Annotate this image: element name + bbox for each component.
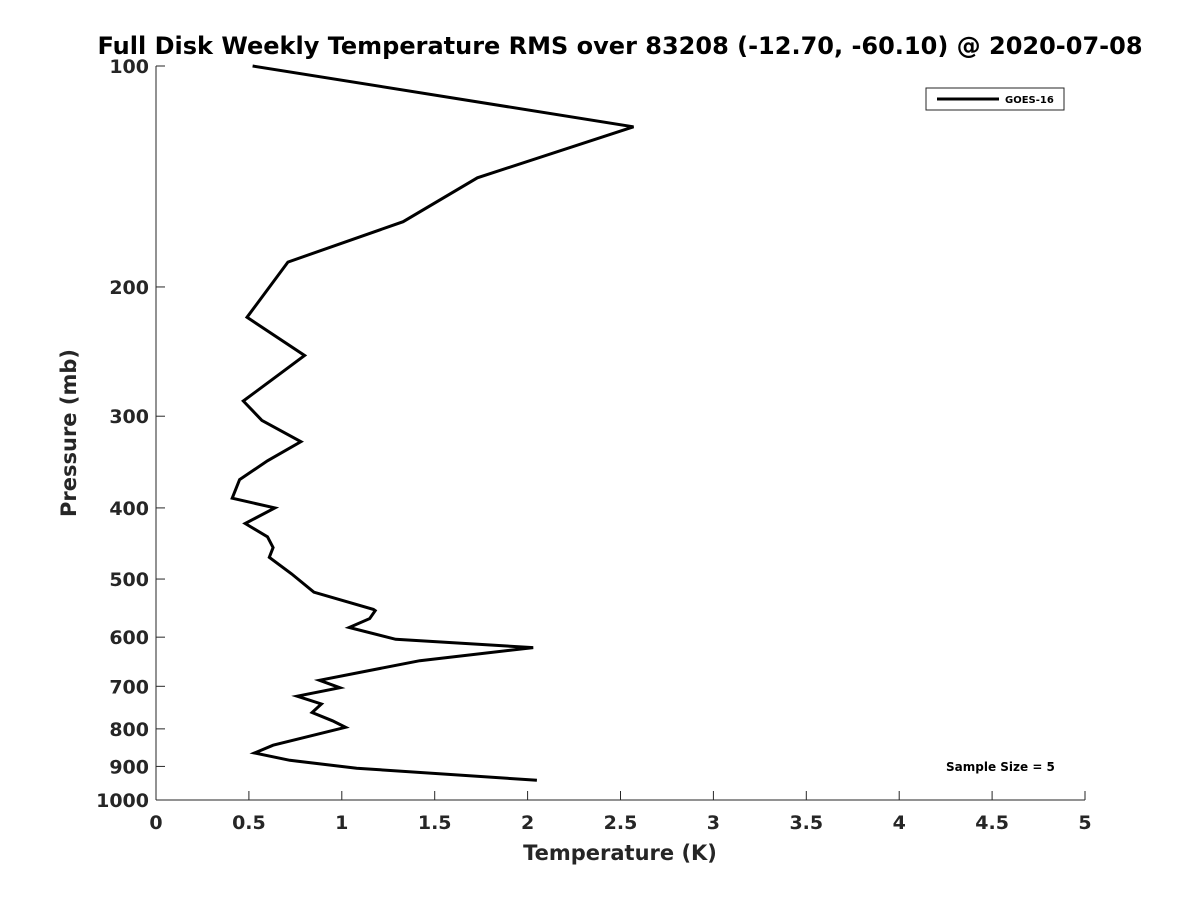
x-tick-label: 0 — [149, 812, 162, 834]
legend-label-goes-16: GOES-16 — [1005, 95, 1054, 106]
x-ticks: 0 0.5 1 1.5 2 2.5 3 3.5 4 4.5 5 — [149, 791, 1092, 834]
x-tick-label: 3.5 — [789, 812, 823, 834]
x-tick-label: 0.5 — [232, 812, 266, 834]
y-tick-label: 1000 — [96, 790, 149, 812]
legend: GOES-16 — [925, 87, 1065, 111]
y-tick-label: 500 — [109, 569, 149, 591]
y-tick-label: 100 — [109, 56, 149, 78]
x-tick-label: 1 — [335, 812, 348, 834]
x-tick-label: 2 — [521, 812, 534, 834]
x-tick-label: 4.5 — [975, 812, 1009, 834]
x-tick-label: 3 — [707, 812, 720, 834]
y-tick-label: 200 — [109, 277, 149, 299]
series-layer — [230, 64, 634, 782]
y-tick-label: 600 — [109, 627, 149, 649]
y-tick-label: 300 — [109, 406, 149, 428]
y-ticks: 100 200 300 400 500 600 700 800 900 1000 — [96, 56, 165, 812]
x-axis-label: Temperature (K) — [523, 841, 717, 865]
x-tick-label: 4 — [893, 812, 906, 834]
chart-title: Full Disk Weekly Temperature RMS over 83… — [97, 32, 1142, 60]
y-tick-label: 400 — [109, 498, 149, 520]
x-tick-label: 2.5 — [604, 812, 638, 834]
y-tick-label: 800 — [109, 719, 149, 741]
y-axis-label: Pressure (mb) — [57, 349, 81, 517]
y-tick-label: 900 — [109, 756, 149, 778]
y-tick-label: 700 — [109, 676, 149, 698]
x-tick-label: 5 — [1078, 812, 1091, 834]
sample-size-annotation: Sample Size = 5 — [946, 760, 1055, 774]
x-tick-label: 1.5 — [418, 812, 452, 834]
series-line-goes-16 — [230, 64, 634, 782]
plot-area: 0 0.5 1 1.5 2 2.5 3 3.5 4 4.5 5 100 200 300 400 500 600… — [96, 56, 1092, 834]
